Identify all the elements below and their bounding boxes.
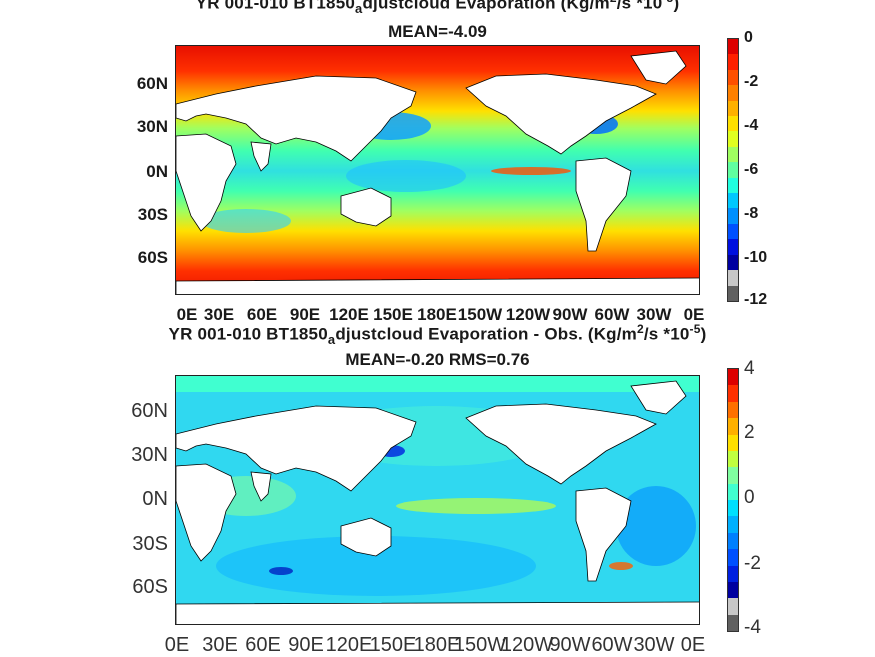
colorbar-label: 2 bbox=[744, 422, 755, 443]
lon-label: 120W bbox=[500, 634, 554, 656]
lat-label: 60S bbox=[132, 576, 168, 598]
lon-label: 60W bbox=[591, 634, 633, 656]
colorbar-label: -2 bbox=[744, 553, 761, 574]
colorbar-segment bbox=[728, 385, 738, 402]
lon-label: 180E bbox=[413, 634, 461, 656]
lon-label: 150W bbox=[453, 634, 507, 656]
lon-label: 90W bbox=[549, 634, 591, 656]
lat-label: 30N bbox=[131, 444, 168, 466]
lon-label: 30W bbox=[633, 634, 675, 656]
colorbar-segment bbox=[728, 100, 738, 117]
colorbar-segment bbox=[728, 401, 738, 419]
lon-label: 150E bbox=[373, 305, 413, 324]
lat-label: 0N bbox=[146, 162, 168, 181]
colorbar-segment bbox=[728, 418, 738, 435]
colorbar-segment bbox=[728, 223, 738, 240]
panel-title: YR 001-010 BT1850adjustcloud Evaporation… bbox=[195, 0, 680, 17]
lon-label: 30W bbox=[636, 305, 672, 324]
colorbar-segment bbox=[728, 193, 738, 209]
colorbar-label: -4 bbox=[744, 117, 759, 134]
lat-label: 30S bbox=[132, 533, 168, 555]
lon-label: 60W bbox=[594, 305, 630, 324]
colorbar-segment bbox=[728, 549, 738, 566]
lon-label: 150E bbox=[369, 634, 417, 656]
lon-label: 150W bbox=[457, 305, 503, 324]
lon-label: 60E bbox=[246, 305, 278, 324]
panel-evaporation-minus-obs: YR 001-010 BT1850adjustcloud Evaporation… bbox=[0, 320, 875, 656]
colorbar-label: 0 bbox=[744, 487, 755, 508]
colorbar-label: -4 bbox=[744, 617, 761, 638]
colorbar-segment bbox=[728, 208, 738, 224]
lat-label: 60N bbox=[136, 74, 168, 93]
lon-label: 30E bbox=[203, 305, 235, 324]
colorbar-label: -8 bbox=[744, 205, 759, 222]
colorbar-segment bbox=[728, 131, 738, 147]
colorbar-segment bbox=[728, 162, 738, 178]
lat-label: 30S bbox=[137, 205, 168, 224]
panel-subtitle: MEAN=-0.20 RMS=0.76 bbox=[345, 350, 530, 369]
lon-label: 120W bbox=[505, 305, 551, 324]
difference-map bbox=[175, 375, 700, 625]
panel-evaporation: YR 001-010 BT1850adjustcloud Evaporation… bbox=[0, 0, 875, 324]
colorbar-segment bbox=[728, 270, 738, 286]
panel-title: YR 001-010 BT1850adjustcloud Evaporation… bbox=[168, 322, 707, 348]
colorbar-segment bbox=[728, 239, 738, 255]
lon-label: 90E bbox=[289, 305, 321, 324]
colorbar-segment bbox=[728, 177, 738, 194]
colorbar-segment bbox=[728, 54, 738, 70]
lon-label: 0E bbox=[176, 305, 198, 324]
lat-label: 30N bbox=[136, 117, 168, 136]
lon-label: 120E bbox=[325, 634, 373, 656]
lon-label: 60E bbox=[245, 634, 281, 656]
evaporation-map bbox=[175, 45, 700, 295]
colorbar-segment bbox=[728, 581, 738, 599]
colorbar-segment bbox=[728, 450, 738, 468]
colorbar-segment bbox=[728, 146, 738, 163]
lon-label: 180E bbox=[417, 305, 457, 324]
colorbar-label: -2 bbox=[744, 73, 759, 90]
colorbar-label: 4 bbox=[744, 358, 755, 379]
colorbar-segment bbox=[728, 467, 738, 484]
colorbar-segment bbox=[728, 532, 738, 550]
colorbar-segment bbox=[728, 516, 738, 533]
lon-label: 120E bbox=[329, 305, 369, 324]
colorbar-segment bbox=[728, 69, 738, 86]
lon-label: 0E bbox=[164, 634, 190, 656]
colorbar bbox=[727, 38, 739, 302]
colorbar-segment bbox=[728, 116, 738, 132]
lon-label: 0E bbox=[680, 634, 706, 656]
lon-label: 90W bbox=[552, 305, 588, 324]
colorbar-label: -10 bbox=[744, 249, 768, 266]
colorbar-segment bbox=[728, 483, 738, 500]
colorbar-segment bbox=[728, 85, 738, 101]
colorbar-label: -12 bbox=[744, 291, 768, 308]
colorbar-segment bbox=[728, 434, 738, 451]
colorbar-segment bbox=[728, 565, 738, 582]
colorbar-label: 0 bbox=[744, 29, 753, 46]
lat-label: 60S bbox=[137, 248, 168, 267]
lon-label: 0E bbox=[683, 305, 705, 324]
colorbar-label: -6 bbox=[744, 161, 759, 178]
colorbar-segment bbox=[728, 285, 738, 301]
lon-label: 90E bbox=[288, 634, 324, 656]
colorbar bbox=[727, 368, 739, 632]
colorbar-segment bbox=[728, 614, 738, 631]
colorbar-segment bbox=[728, 598, 738, 615]
colorbar-segment bbox=[728, 500, 738, 517]
colorbar-segment bbox=[728, 254, 738, 271]
lat-label: 0N bbox=[142, 488, 168, 510]
lat-label: 60N bbox=[131, 400, 168, 422]
lon-label: 30E bbox=[202, 634, 238, 656]
colorbar-segment bbox=[728, 369, 738, 386]
colorbar-segment bbox=[728, 39, 738, 55]
panel-subtitle: MEAN=-4.09 bbox=[388, 22, 487, 41]
